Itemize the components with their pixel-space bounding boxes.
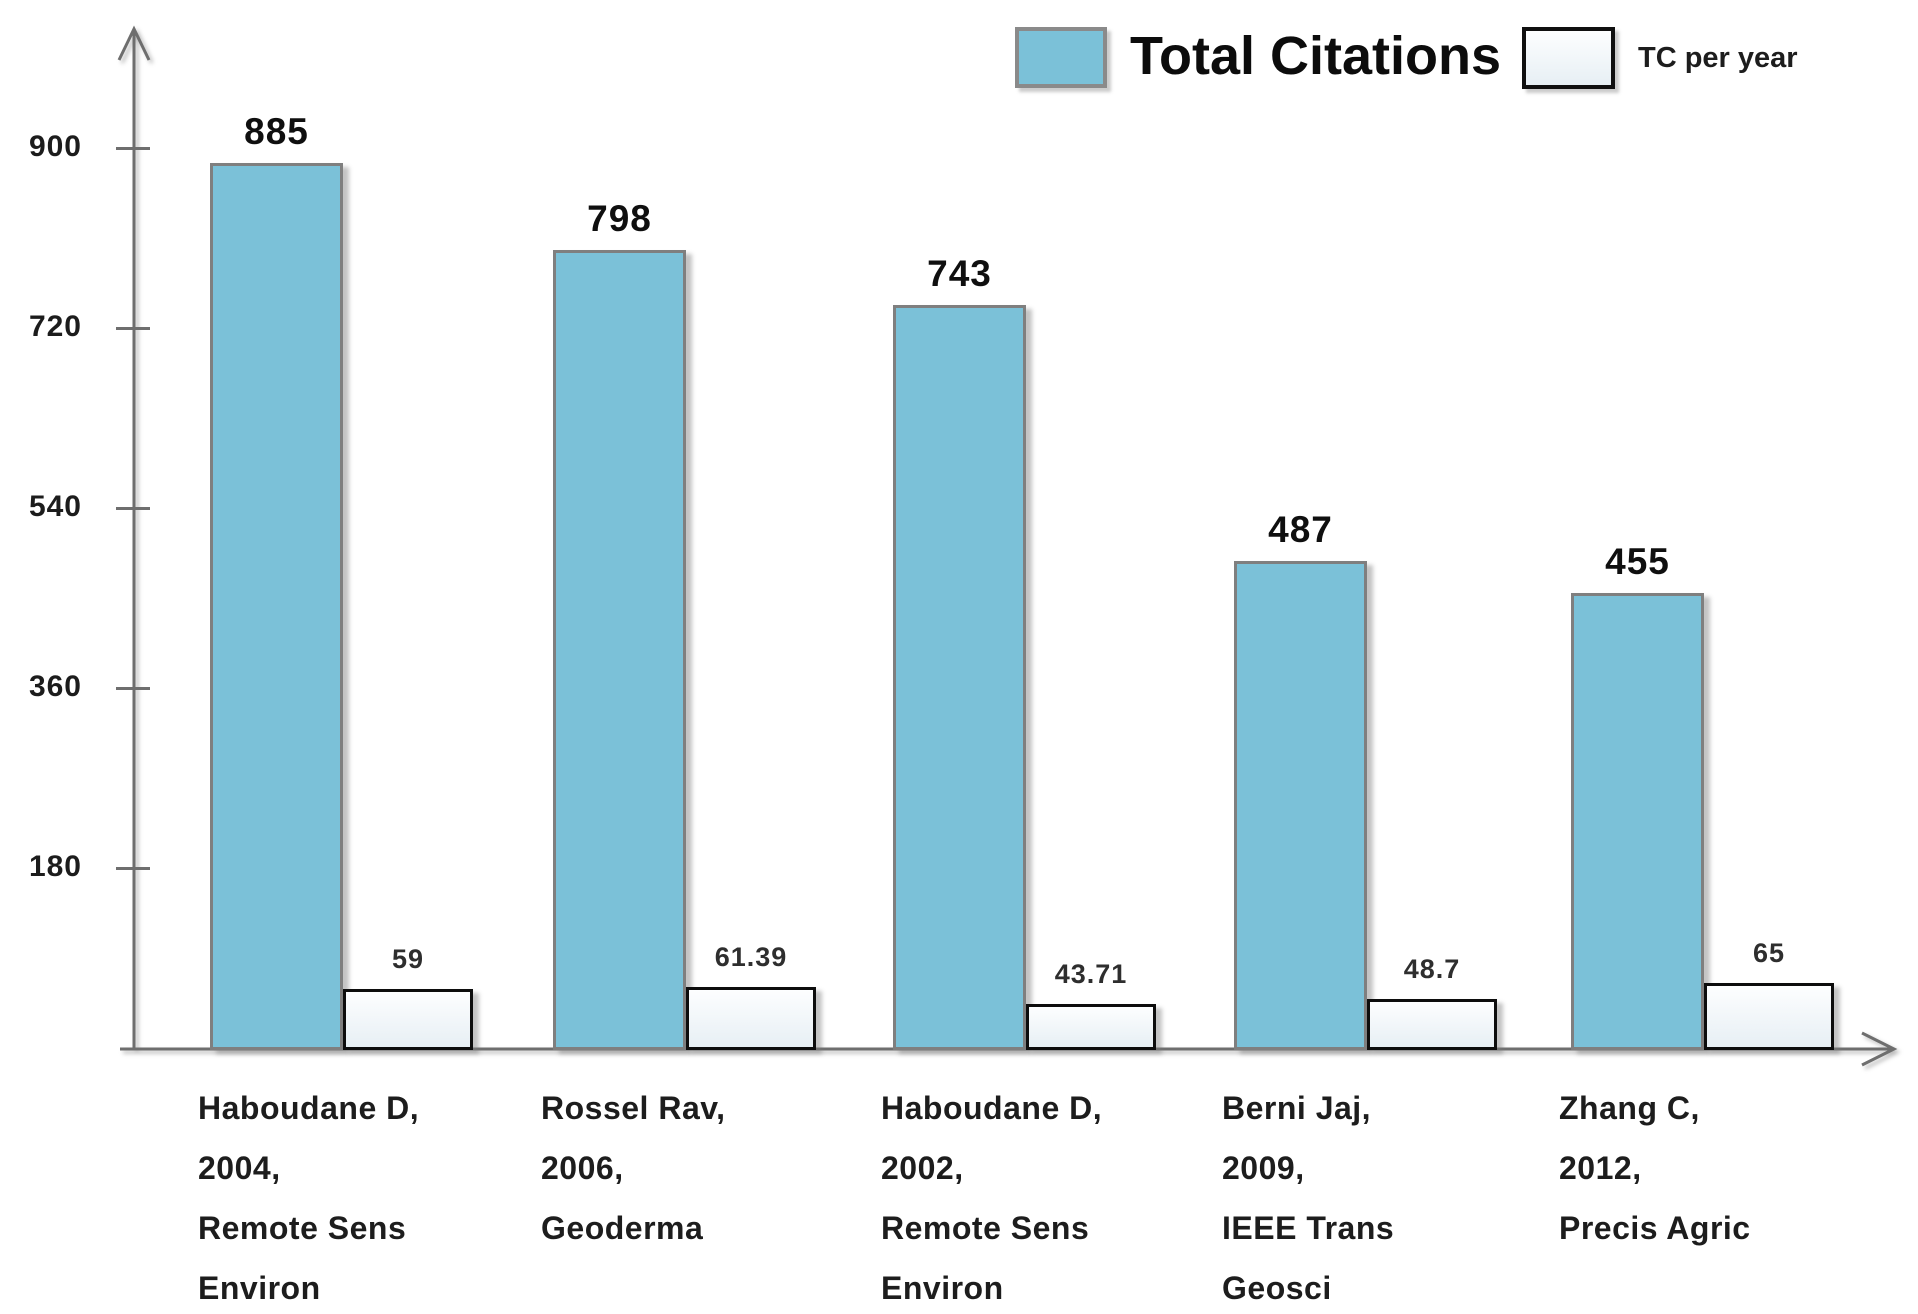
y-axis-tick-label: 180 bbox=[28, 850, 82, 883]
bar-total-citations bbox=[210, 163, 343, 1050]
x-category-label-line: Berni Jaj, bbox=[1222, 1090, 1372, 1126]
x-category-label-line: Haboudane D, bbox=[198, 1090, 420, 1126]
bar-value-label-tc: 48.7 bbox=[1403, 954, 1461, 985]
x-category-label-line: IEEE Trans bbox=[1222, 1210, 1395, 1246]
bar-value-label-total: 798 bbox=[587, 198, 652, 239]
bar-tc-per-year bbox=[343, 989, 473, 1050]
x-category-label: Haboudane D, 2002, Remote Sens Environ bbox=[881, 1078, 1102, 1314]
x-category-label-line: Remote Sens bbox=[198, 1210, 407, 1246]
bar-value-label-total: 487 bbox=[1268, 509, 1333, 550]
x-category-label: Zhang C, 2012, Precis Agric bbox=[1559, 1078, 1751, 1258]
bar-value-label-tc: 61.39 bbox=[714, 941, 788, 972]
x-category-label-line: Geosci bbox=[1222, 1270, 1332, 1306]
y-axis-tick bbox=[116, 687, 150, 690]
x-category-label-line: 2002, bbox=[881, 1150, 964, 1186]
bar-value-label-total: 885 bbox=[244, 111, 309, 152]
bar-value-label-tc: 59 bbox=[391, 944, 425, 974]
legend-label-tc-per-year: TC per year bbox=[1638, 42, 1798, 74]
bar-tc-per-year bbox=[1704, 983, 1834, 1050]
y-axis-tick-label: 360 bbox=[28, 670, 82, 703]
bar-total-citations bbox=[1234, 561, 1367, 1050]
legend-swatch-total-citations bbox=[1015, 27, 1107, 88]
bar-total-citations bbox=[893, 305, 1026, 1050]
x-category-label: Berni Jaj, 2009, IEEE Trans Geosci bbox=[1222, 1078, 1394, 1314]
y-axis-tick bbox=[116, 867, 150, 870]
x-category-label-line: 2009, bbox=[1222, 1150, 1305, 1186]
y-axis-tick bbox=[116, 147, 150, 150]
x-category-label-line: 2006, bbox=[541, 1150, 624, 1186]
legend-swatch-tc-per-year bbox=[1522, 27, 1615, 89]
x-category-label: Rossel Rav, 2006, Geoderma bbox=[541, 1078, 726, 1258]
y-axis-tick bbox=[116, 507, 150, 510]
bar-total-citations bbox=[1571, 593, 1704, 1050]
bar-tc-per-year bbox=[1367, 999, 1497, 1050]
y-axis-arrow-icon bbox=[117, 25, 151, 61]
bar-value-label-total: 455 bbox=[1605, 541, 1670, 582]
x-category-label-line: Zhang C, bbox=[1559, 1090, 1700, 1126]
x-category-label-line: 2012, bbox=[1559, 1150, 1642, 1186]
y-axis-tick-label: 540 bbox=[28, 490, 82, 523]
bar-value-label-tc: 43.71 bbox=[1054, 959, 1128, 990]
x-category-label-line: Environ bbox=[881, 1270, 1004, 1306]
x-category-label-line: Remote Sens bbox=[881, 1210, 1090, 1246]
x-category-label-line: Precis Agric bbox=[1559, 1210, 1751, 1246]
bar-tc-per-year bbox=[686, 986, 816, 1050]
x-category-label-line: Environ bbox=[198, 1270, 321, 1306]
y-axis-tick-label: 900 bbox=[28, 130, 82, 163]
x-axis-arrow-icon bbox=[1861, 1031, 1898, 1067]
x-category-label-line: Geoderma bbox=[541, 1210, 704, 1246]
bar-value-label-tc: 65 bbox=[1752, 938, 1786, 968]
legend-label-total-citations: Total Citations bbox=[1130, 26, 1501, 86]
x-category-label-line: Haboudane D, bbox=[881, 1090, 1103, 1126]
y-axis-tick bbox=[116, 327, 150, 330]
bar-tc-per-year bbox=[1026, 1004, 1156, 1050]
x-category-label-line: Rossel Rav, bbox=[541, 1090, 726, 1126]
bar-total-citations bbox=[553, 250, 686, 1050]
y-axis-tick-label: 720 bbox=[28, 310, 82, 343]
x-category-label: Haboudane D, 2004, Remote Sens Environ bbox=[198, 1078, 419, 1314]
x-category-label-line: 2004, bbox=[198, 1150, 281, 1186]
bar-value-label-total: 743 bbox=[927, 253, 992, 294]
